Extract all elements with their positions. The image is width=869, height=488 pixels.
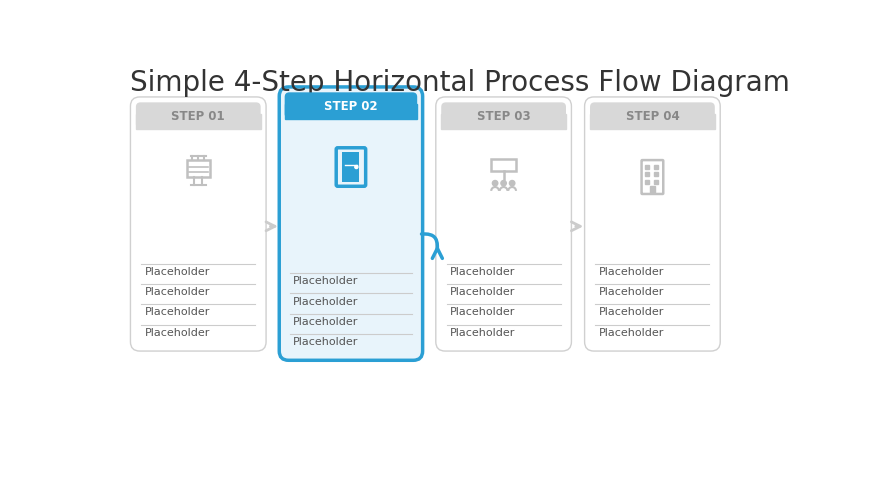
Bar [653, 165, 657, 169]
Bar [645, 181, 648, 184]
Circle shape [501, 181, 506, 186]
FancyBboxPatch shape [441, 103, 566, 129]
Bar [653, 173, 657, 177]
Text: Placeholder: Placeholder [598, 286, 663, 297]
Bar [441, 115, 566, 129]
Bar [491, 159, 515, 171]
Circle shape [509, 181, 514, 186]
FancyBboxPatch shape [136, 103, 261, 129]
Text: Placeholder: Placeholder [449, 307, 514, 317]
Text: Placeholder: Placeholder [293, 296, 358, 306]
Text: STEP 04: STEP 04 [625, 110, 679, 122]
Circle shape [492, 181, 497, 186]
FancyBboxPatch shape [584, 98, 720, 351]
Text: Placeholder: Placeholder [293, 336, 358, 346]
Bar [653, 181, 657, 184]
Text: Placeholder: Placeholder [144, 286, 209, 297]
Text: Placeholder: Placeholder [293, 316, 358, 326]
Text: Placeholder: Placeholder [598, 307, 663, 317]
Text: STEP 02: STEP 02 [324, 100, 377, 113]
Bar [589, 115, 714, 129]
Text: Placeholder: Placeholder [144, 327, 209, 337]
FancyBboxPatch shape [130, 98, 266, 351]
Circle shape [355, 166, 357, 169]
Bar [645, 165, 648, 169]
Bar [136, 115, 261, 129]
Text: Placeholder: Placeholder [293, 276, 358, 285]
Bar [645, 173, 648, 177]
Text: Placeholder: Placeholder [598, 266, 663, 277]
Text: Placeholder: Placeholder [449, 327, 514, 337]
Text: Placeholder: Placeholder [144, 307, 209, 317]
FancyBboxPatch shape [279, 88, 422, 361]
Text: Simple 4-Step Horizontal Process Flow Diagram: Simple 4-Step Horizontal Process Flow Di… [130, 69, 789, 97]
FancyBboxPatch shape [435, 98, 571, 351]
Text: STEP 03: STEP 03 [476, 110, 530, 122]
Text: Placeholder: Placeholder [598, 327, 663, 337]
Bar [284, 104, 417, 119]
Text: STEP 01: STEP 01 [171, 110, 225, 122]
Bar [342, 153, 359, 183]
Bar [649, 186, 654, 194]
FancyBboxPatch shape [589, 103, 714, 129]
Text: Placeholder: Placeholder [449, 286, 514, 297]
Bar [187, 161, 209, 178]
Text: Placeholder: Placeholder [144, 266, 209, 277]
FancyBboxPatch shape [284, 93, 417, 119]
Text: Placeholder: Placeholder [449, 266, 514, 277]
